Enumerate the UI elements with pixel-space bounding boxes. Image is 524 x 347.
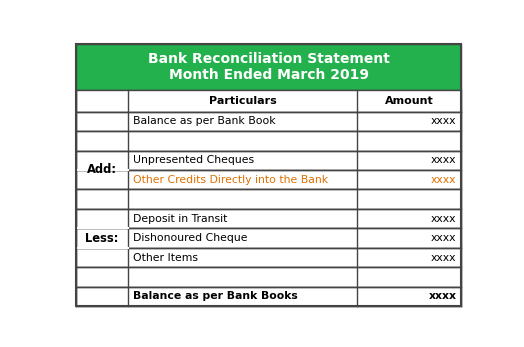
Bar: [75, 44, 462, 90]
Text: xxxx: xxxx: [431, 233, 456, 243]
Text: Dishonoured Cheque: Dishonoured Cheque: [133, 233, 247, 243]
Bar: [75, 90, 462, 112]
Text: Add:: Add:: [86, 163, 117, 177]
Text: xxxx: xxxx: [431, 253, 456, 263]
Text: Amount: Amount: [385, 96, 434, 106]
Text: xxxx: xxxx: [431, 116, 456, 126]
Bar: [75, 267, 462, 287]
Text: Month Ended March 2019: Month Ended March 2019: [169, 68, 368, 82]
Text: xxxx: xxxx: [431, 214, 456, 223]
Bar: [75, 112, 462, 131]
Text: Balance as per Bank Book: Balance as per Bank Book: [133, 116, 275, 126]
Text: xxxx: xxxx: [431, 175, 456, 185]
Bar: [75, 248, 462, 267]
Bar: [75, 131, 462, 151]
Text: Bank Reconciliation Statement: Bank Reconciliation Statement: [148, 52, 389, 66]
Bar: [75, 228, 462, 248]
Text: Particulars: Particulars: [209, 96, 276, 106]
Text: Unpresented Cheques: Unpresented Cheques: [133, 155, 254, 165]
Text: xxxx: xxxx: [431, 155, 456, 165]
Text: Deposit in Transit: Deposit in Transit: [133, 214, 227, 223]
Text: Other Items: Other Items: [133, 253, 198, 263]
Bar: [75, 209, 462, 228]
Text: xxxx: xxxx: [429, 291, 456, 302]
Text: Other Credits Directly into the Bank: Other Credits Directly into the Bank: [133, 175, 328, 185]
Text: Less:: Less:: [85, 231, 118, 245]
Text: Balance as per Bank Books: Balance as per Bank Books: [133, 291, 297, 302]
Bar: [75, 170, 462, 189]
Bar: [75, 287, 462, 306]
Bar: [75, 151, 462, 170]
Bar: [75, 189, 462, 209]
